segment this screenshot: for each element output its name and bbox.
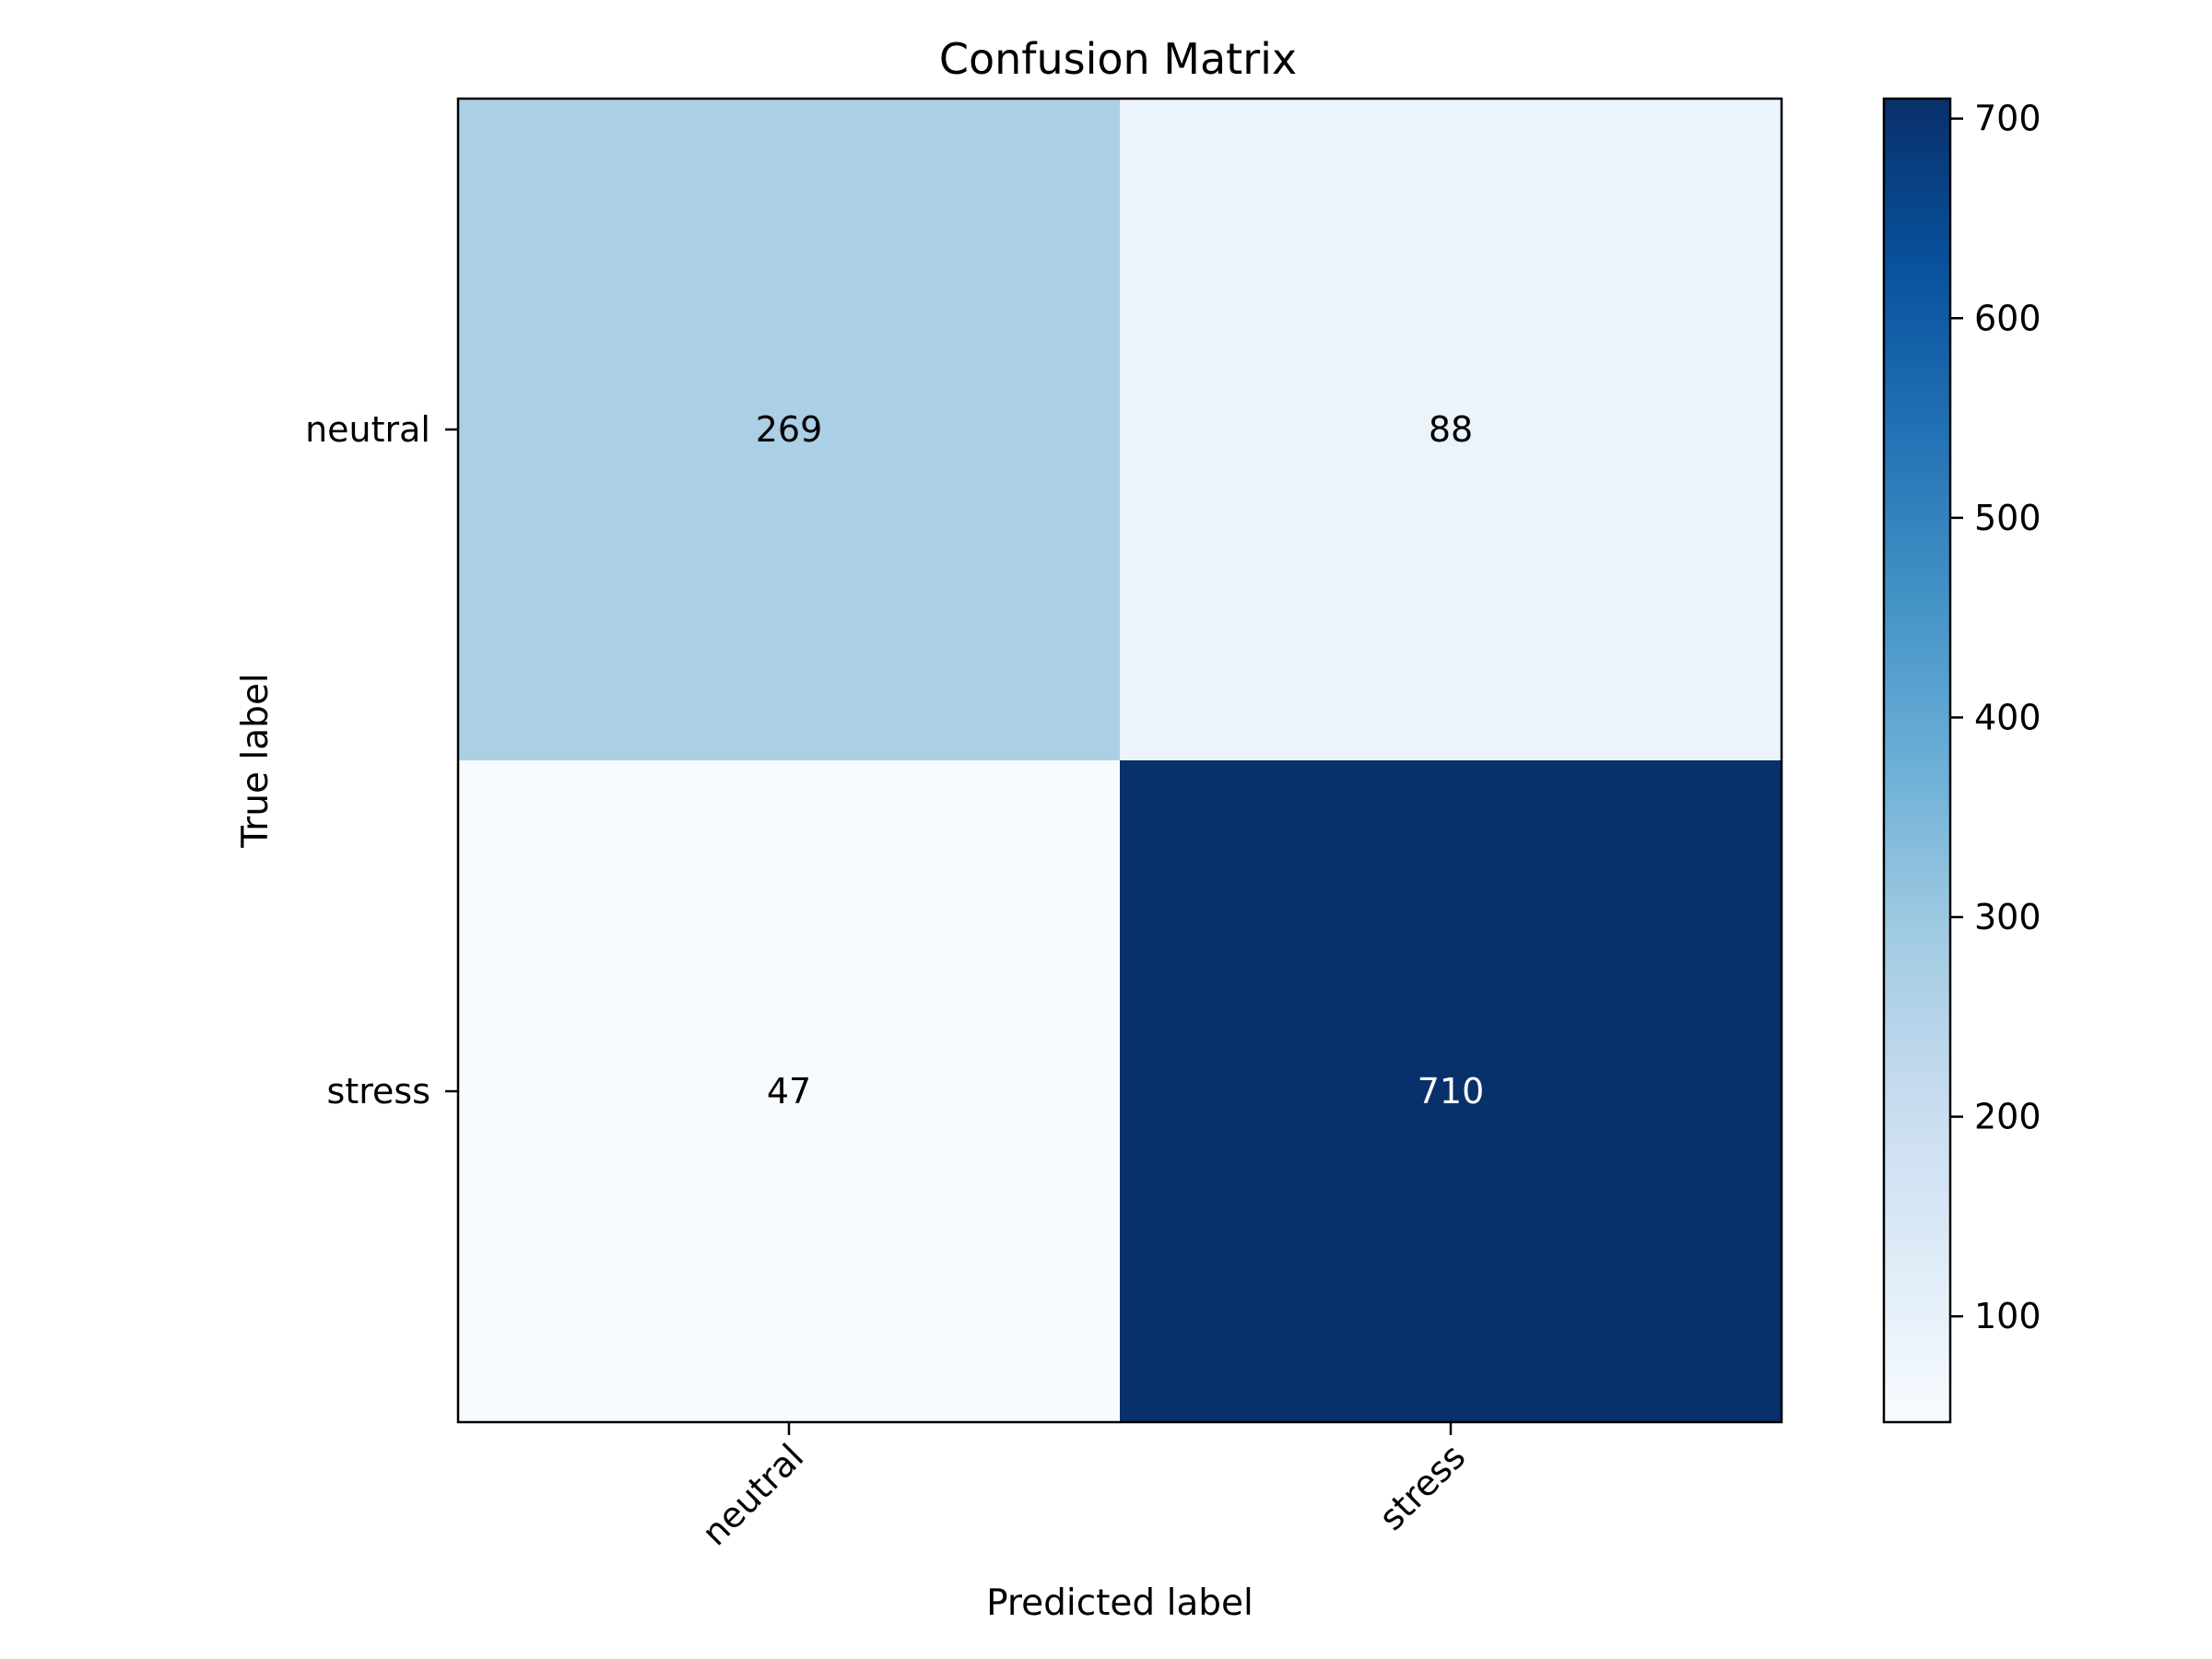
colorbar-tick-label: 500 xyxy=(1974,498,2041,538)
heatmap-cell xyxy=(458,99,1121,761)
y-tick-label: neutral xyxy=(305,409,430,450)
cell-value-label: 269 xyxy=(756,409,823,450)
heatmap-cell-labels: 269 88 47 710 xyxy=(756,409,1485,1112)
colorbar-tick-label: 700 xyxy=(1974,99,2041,139)
colorbar-ticks: 100 200 300 400 500 600 700 xyxy=(1950,99,2041,1336)
colorbar-tick-label: 200 xyxy=(1974,1097,2041,1137)
cell-value-label: 47 xyxy=(767,1071,811,1112)
cell-value-label: 88 xyxy=(1429,409,1473,450)
heatmap-cells xyxy=(458,99,1783,1423)
x-tick-label: neutral xyxy=(694,1436,811,1553)
colorbar xyxy=(1882,97,1952,1424)
heatmap-cell xyxy=(458,760,1121,1423)
chart-title: Confusion Matrix xyxy=(939,34,1297,84)
x-axis-label: Predicted label xyxy=(986,1583,1253,1624)
heatmap-cell xyxy=(1120,760,1783,1423)
plot-frame xyxy=(456,97,1783,1424)
cell-value-label: 710 xyxy=(1418,1071,1485,1112)
heatmap-cell xyxy=(1120,99,1783,761)
colorbar-tick-label: 100 xyxy=(1974,1296,2041,1336)
x-tick-label: stress xyxy=(1371,1436,1474,1538)
y-tick-label: stress xyxy=(327,1071,430,1112)
colorbar-tick-label: 300 xyxy=(1974,897,2041,937)
x-axis-ticks: neutral stress xyxy=(694,1422,1473,1553)
colorbar-tick-label: 400 xyxy=(1974,697,2041,737)
y-axis-label: True label xyxy=(235,673,276,849)
colorbar-tick-label: 600 xyxy=(1974,298,2041,338)
y-axis-ticks: neutral stress xyxy=(305,409,458,1112)
